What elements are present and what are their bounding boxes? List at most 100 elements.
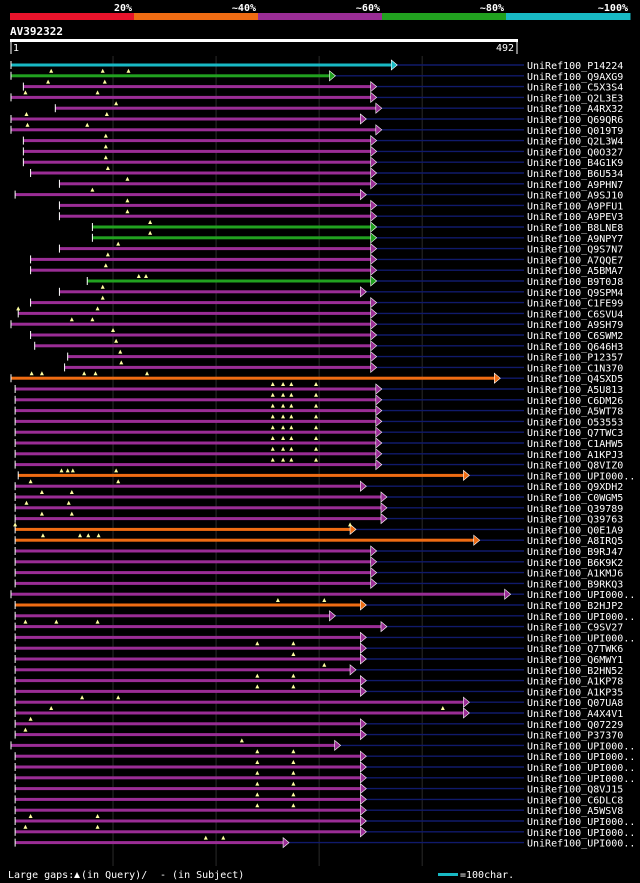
hit-row: UniRef100_Q2L3E3 [10, 90, 623, 104]
hit-bar [30, 333, 371, 337]
hit-row: UniRef100_C9SV27 [14, 619, 623, 634]
hit-end-arrow [360, 674, 367, 687]
gap-mark [289, 403, 294, 408]
hit-label: UniRef100_B9RKQ3 [527, 579, 623, 590]
gap-mark [255, 803, 260, 808]
gap-mark [270, 425, 275, 430]
hit-row: UniRef100_UPI000.. [14, 631, 635, 644]
scale-segment-4 [506, 13, 631, 20]
hit-end-arrow [360, 480, 367, 492]
hit-bar [92, 236, 371, 240]
hit-label: UniRef100_C5X3S4 [527, 83, 623, 94]
hit-label: UniRef100_UPI000.. [527, 817, 635, 828]
gap-mark [119, 360, 124, 365]
hit-end-arrow [370, 80, 378, 93]
hit-label: UniRef100_UPI000.. [527, 741, 635, 752]
bottom-legend: Large gaps: (in Query)/ - (in Subject) =… [8, 870, 514, 881]
hit-bar [30, 257, 371, 261]
hit-bar [67, 355, 371, 359]
gap-mark [281, 392, 286, 397]
gap-mark [28, 814, 33, 818]
gap-mark [314, 382, 319, 386]
hit-row: UniRef100_UPI000.. [14, 749, 635, 763]
hit-label: UniRef100_A8IRQ5 [527, 536, 623, 547]
gap-mark [255, 641, 260, 646]
hit-end-arrow [360, 804, 367, 816]
hit-row: UniRef100_A5WT78 [14, 403, 623, 418]
hit-label: UniRef100_C6DM26 [527, 396, 623, 407]
hit-row: UniRef100_P14224 [10, 59, 623, 72]
hit-row: UniRef100_Q646H3 [34, 338, 623, 353]
hit-bar [15, 776, 361, 780]
hit-label: UniRef100_Q07229 [527, 720, 623, 731]
hit-row: UniRef100_Q9SPM4 [58, 284, 623, 299]
hit-row: UniRef100_A9PEV3 [58, 209, 623, 223]
gap-mark [65, 468, 70, 473]
gap-mark [291, 770, 296, 775]
hit-row: UniRef100_B9RKQ3 [14, 577, 623, 590]
hit-bar [11, 95, 371, 99]
hit-end-arrow [370, 156, 378, 168]
gap-mark [255, 749, 260, 754]
gap-mark [289, 436, 294, 440]
hit-bar [15, 571, 371, 575]
hit-end-arrow [375, 124, 383, 136]
hit-end-arrow [380, 502, 388, 514]
gap-mark [314, 414, 319, 419]
hit-end-arrow [370, 242, 378, 255]
hit-bar [15, 506, 381, 510]
gap-mark [255, 792, 260, 797]
hit-end-arrow [370, 221, 378, 233]
gap-mark [281, 446, 286, 451]
hit-row: UniRef100_Q9AXG9 [10, 68, 623, 83]
hit-label: UniRef100_P14224 [527, 61, 623, 72]
gap-mark [70, 468, 75, 473]
hit-end-arrow [370, 545, 378, 557]
gap-mark [314, 403, 319, 408]
hit-bar [15, 797, 361, 801]
hit-bar [59, 203, 371, 207]
hit-end-arrow [360, 772, 367, 784]
gap-mark [270, 446, 275, 451]
gap-mark [275, 598, 280, 602]
gap-mark [111, 328, 116, 332]
hit-label: UniRef100_C9SV27 [527, 623, 623, 634]
hit-row: UniRef100_Q39763 [14, 511, 623, 526]
scale-label-1: ~40% [232, 3, 256, 14]
hit-end-arrow [370, 318, 378, 330]
grid-lines [112, 56, 423, 866]
gap-mark [270, 392, 275, 397]
hit-bar [15, 808, 361, 812]
hit-row: UniRef100_B6U534 [30, 166, 623, 180]
hit-end-arrow [370, 91, 378, 104]
hit-end-arrow [370, 296, 378, 309]
gap-mark [125, 209, 130, 214]
query-gap-triangle-icon [74, 872, 80, 878]
hit-bar [92, 225, 371, 229]
hit-row: UniRef100_Q019T9 [10, 122, 623, 137]
gap-mark [96, 533, 101, 538]
legend-scale-label: =100char. [460, 870, 514, 881]
gap-mark [54, 619, 59, 624]
gap-mark [69, 511, 74, 516]
hit-label: UniRef100_Q2L3W4 [527, 137, 623, 148]
hit-bar [15, 193, 361, 197]
hit-end-arrow [329, 70, 336, 82]
hit-row: UniRef100_B2HN52 [14, 662, 623, 677]
hit-end-arrow [375, 404, 383, 417]
hit-end-arrow [370, 340, 378, 352]
gap-mark [23, 727, 28, 732]
hit-label: UniRef100_Q9SPM4 [527, 288, 623, 299]
hit-label: UniRef100_Q9XDH2 [527, 482, 623, 493]
gap-mark [103, 133, 108, 138]
hit-end-arrow [473, 534, 481, 546]
hit-row: UniRef100_C6DM26 [14, 392, 623, 407]
hit-end-arrow [370, 556, 378, 568]
hit-label: UniRef100_C6DLC8 [527, 795, 623, 806]
gap-mark [116, 479, 121, 484]
hit-label: UniRef100_C1N370 [527, 363, 623, 374]
hit-row: UniRef100_A7QQE7 [30, 252, 623, 266]
gap-mark [125, 176, 130, 181]
hit-bar [15, 711, 464, 715]
hit-row: UniRef100_UPI000.. [14, 824, 635, 839]
